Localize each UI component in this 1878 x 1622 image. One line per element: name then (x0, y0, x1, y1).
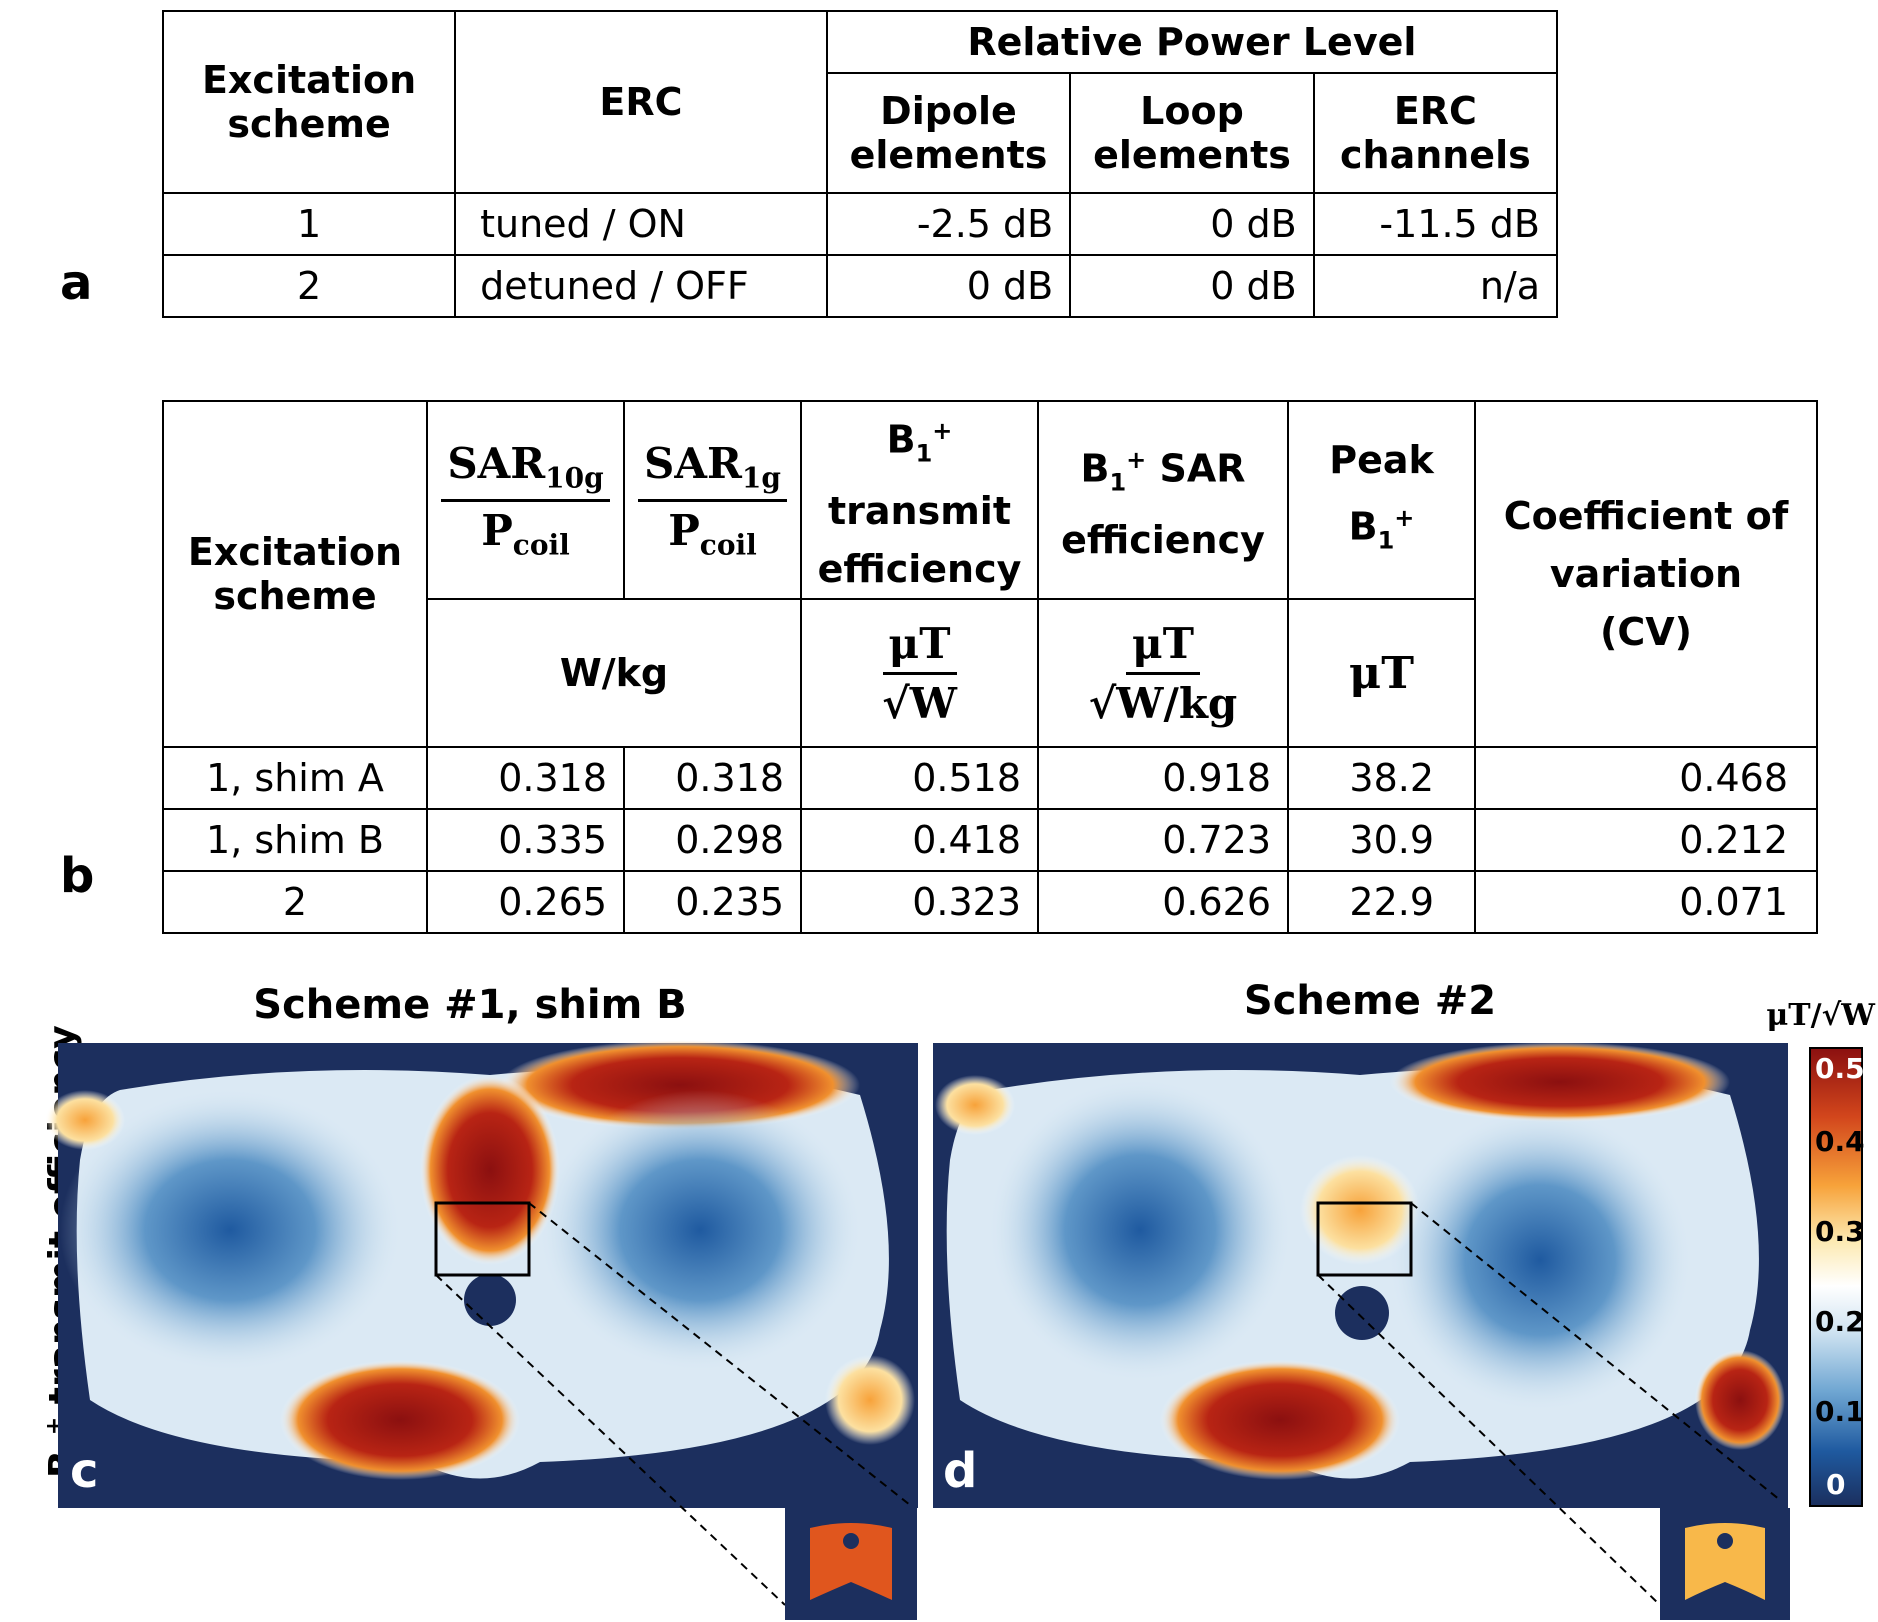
zoom-line (435, 1274, 786, 1606)
col-header-dipole-elements: Dipole elements (825, 72, 1072, 194)
cell-channels: n/a (1312, 254, 1559, 318)
table-row: 1, shim A 0.318 0.318 0.518 0.918 38.2 0… (162, 746, 1818, 811)
hotspot-left (935, 1075, 1015, 1135)
colorbar-tick: 0.5 (1815, 1052, 1865, 1085)
unit-peak-b1: μT (1287, 598, 1476, 749)
unit-sar: W/kg (426, 598, 802, 749)
zoom-line (1410, 1202, 1781, 1501)
zoom-line (1317, 1274, 1661, 1606)
panel-d-map (933, 1042, 1790, 1620)
cell-sar-efficiency: 0.626 (1037, 870, 1289, 935)
col-header-erc-channels: ERC channels (1312, 72, 1559, 194)
colorbar-tick: 0.4 (1815, 1125, 1865, 1158)
panel-label-a: a (60, 255, 93, 311)
cell-dipole: -2.5 dB (825, 192, 1072, 256)
cell-dipole: 0 dB (825, 254, 1072, 318)
cell-cv: 0.468 (1474, 746, 1818, 811)
colorbar-unit: μT/√W (1766, 998, 1875, 1033)
table-row: 2 0.265 0.235 0.323 0.626 22.9 0.071 (162, 870, 1818, 935)
unit-transmit-efficiency: μT √W (800, 598, 1039, 749)
erc-void (464, 1274, 516, 1326)
cold-region-right (1390, 1110, 1690, 1410)
col-header-coefficient-of-variation: Coefficient of variation (CV) (1474, 399, 1818, 749)
cell-sar1g: 0.318 (623, 746, 802, 811)
colorbar-tick: 0.1 (1815, 1395, 1865, 1428)
zoom-box (1316, 1201, 1413, 1277)
panel-d-title: Scheme #2 (1243, 978, 1497, 1024)
colorbar-tick: 0.3 (1815, 1215, 1865, 1248)
inset-c-void (843, 1533, 859, 1549)
b1-maps (45, 1040, 1863, 1620)
col-header-sar-efficiency: B1+ SAR efficiency (1037, 399, 1289, 601)
cell-loop: 0 dB (1069, 254, 1315, 318)
cell-scheme: 1, shim B (162, 808, 428, 873)
col-header-peak-b1: Peak B1+ (1287, 399, 1476, 601)
cell-loop: 0 dB (1069, 192, 1315, 256)
cell-sar1g: 0.235 (623, 870, 802, 935)
cell-erc: tuned / ON (454, 192, 828, 256)
hotspot-bottom (280, 1360, 520, 1480)
cell-transmit-efficiency: 0.418 (800, 808, 1039, 873)
unit-sar-efficiency: μT √W/kg (1037, 598, 1289, 749)
cold-region-left (60, 1090, 400, 1370)
cell-sar-efficiency: 0.723 (1037, 808, 1289, 873)
col-header-relative-power-level: Relative Power Level (825, 10, 1559, 74)
inset-c-tissue (810, 1523, 892, 1600)
colorbar-tick: 0.2 (1815, 1305, 1865, 1338)
cell-sar10g: 0.335 (426, 808, 625, 873)
panel-label-d: d (943, 1443, 978, 1499)
hotspot-top-right (1390, 1042, 1730, 1122)
table-row: 1 tuned / ON -2.5 dB 0 dB -11.5 dB (161, 192, 1559, 256)
hotspot-right (1695, 1350, 1785, 1450)
cell-transmit-efficiency: 0.518 (800, 746, 1039, 811)
panel-c-map (45, 1040, 918, 1620)
cell-sar-efficiency: 0.918 (1037, 746, 1289, 811)
hotspot-left (45, 1090, 125, 1150)
hotspot-center (1300, 1155, 1420, 1265)
cell-peak-b1: 22.9 (1287, 870, 1476, 935)
cold-region-left (990, 1080, 1290, 1380)
col-header-transmit-efficiency: B1+ transmit efficiency (800, 399, 1039, 601)
col-header-excitation-scheme: Excitation scheme (162, 399, 428, 749)
colorbar (1809, 1047, 1863, 1507)
zoom-line (528, 1202, 911, 1506)
cell-scheme: 2 (162, 870, 428, 935)
table-b: Excitation scheme SAR10g Pcoil SAR1g Pcoil… (162, 399, 1818, 935)
cell-sar1g: 0.298 (623, 808, 802, 873)
cell-erc: detuned / OFF (454, 254, 828, 318)
col-header-excitation-scheme: Excitation scheme (161, 10, 457, 194)
inset-d-void (1717, 1533, 1733, 1549)
colorbar-tick: 0 (1826, 1468, 1846, 1501)
hotspot-bottom (1160, 1360, 1400, 1480)
table-a: Excitation scheme ERC Relative Power Lev… (161, 10, 1559, 318)
cell-scheme: 1 (161, 192, 457, 256)
cell-scheme: 1, shim A (162, 746, 428, 811)
cell-peak-b1: 30.9 (1287, 808, 1476, 873)
cell-cv: 0.212 (1474, 808, 1818, 873)
table-row: 2 detuned / OFF 0 dB 0 dB n/a (161, 254, 1559, 318)
table-row: 1, shim B 0.335 0.298 0.418 0.723 30.9 0… (162, 808, 1818, 873)
col-header-sar1g: SAR1g Pcoil (623, 399, 802, 601)
col-header-loop-elements: Loop elements (1069, 72, 1315, 194)
inset-d-tissue (1685, 1523, 1765, 1600)
col-header-erc: ERC (454, 10, 828, 194)
erc-void (1335, 1286, 1389, 1340)
cell-scheme: 2 (161, 254, 457, 318)
panel-label-c: c (70, 1443, 99, 1499)
zoom-box (434, 1201, 531, 1277)
hotspot-right (825, 1355, 915, 1445)
cell-peak-b1: 38.2 (1287, 746, 1476, 811)
cell-sar10g: 0.265 (426, 870, 625, 935)
panel-c-title: Scheme #1, shim B (253, 982, 687, 1028)
panel-label-b: b (60, 848, 95, 904)
col-header-sar10g: SAR10g Pcoil (426, 399, 625, 601)
cell-cv: 0.071 (1474, 870, 1818, 935)
cell-channels: -11.5 dB (1312, 192, 1559, 256)
cold-region-right (540, 1090, 860, 1370)
cell-transmit-efficiency: 0.323 (800, 870, 1039, 935)
cell-sar10g: 0.318 (426, 746, 625, 811)
hotspot-center (420, 1075, 560, 1265)
